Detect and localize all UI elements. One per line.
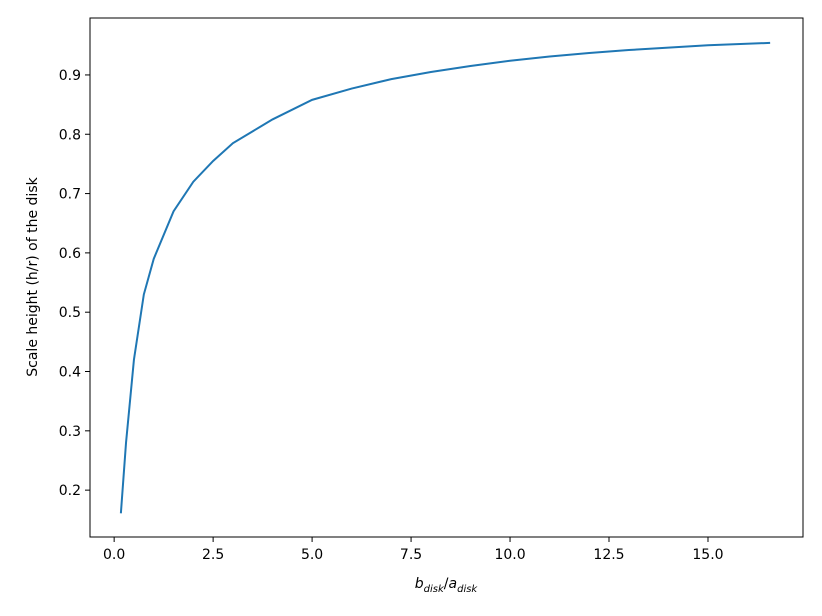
x-label-part: /: [444, 576, 449, 592]
x-tick-label: 12.5: [593, 547, 624, 563]
y-tick-label: 0.5: [59, 305, 81, 321]
x-tick-label: 7.5: [400, 547, 422, 563]
x-label-part: a: [449, 576, 458, 592]
y-tick-label: 0.6: [59, 246, 81, 262]
x-label-sub: disk: [424, 584, 445, 595]
data-line: [119, 41, 771, 514]
y-tick-label: 0.3: [59, 424, 81, 440]
x-tick-label: 15.0: [692, 547, 723, 563]
x-tick-label: 10.0: [494, 547, 525, 563]
x-label-part: b: [415, 576, 424, 592]
plot-frame: [89, 17, 804, 538]
x-tick-label: 2.5: [202, 547, 224, 563]
x-label-sub: disk: [457, 584, 478, 595]
x-tick-label: 0.0: [103, 547, 125, 563]
y-tick-label: 0.8: [59, 127, 81, 143]
y-tick-label: 0.2: [59, 483, 81, 499]
y-tick-label: 0.9: [59, 68, 81, 84]
y-axis-label: Scale height (h/r) of the disk: [25, 176, 41, 376]
x-axis-label: bdisk/adisk: [415, 576, 479, 595]
y-tick-label: 0.7: [59, 187, 81, 203]
x-tick-label: 5.0: [301, 547, 323, 563]
y-tick-label: 0.4: [59, 365, 81, 381]
